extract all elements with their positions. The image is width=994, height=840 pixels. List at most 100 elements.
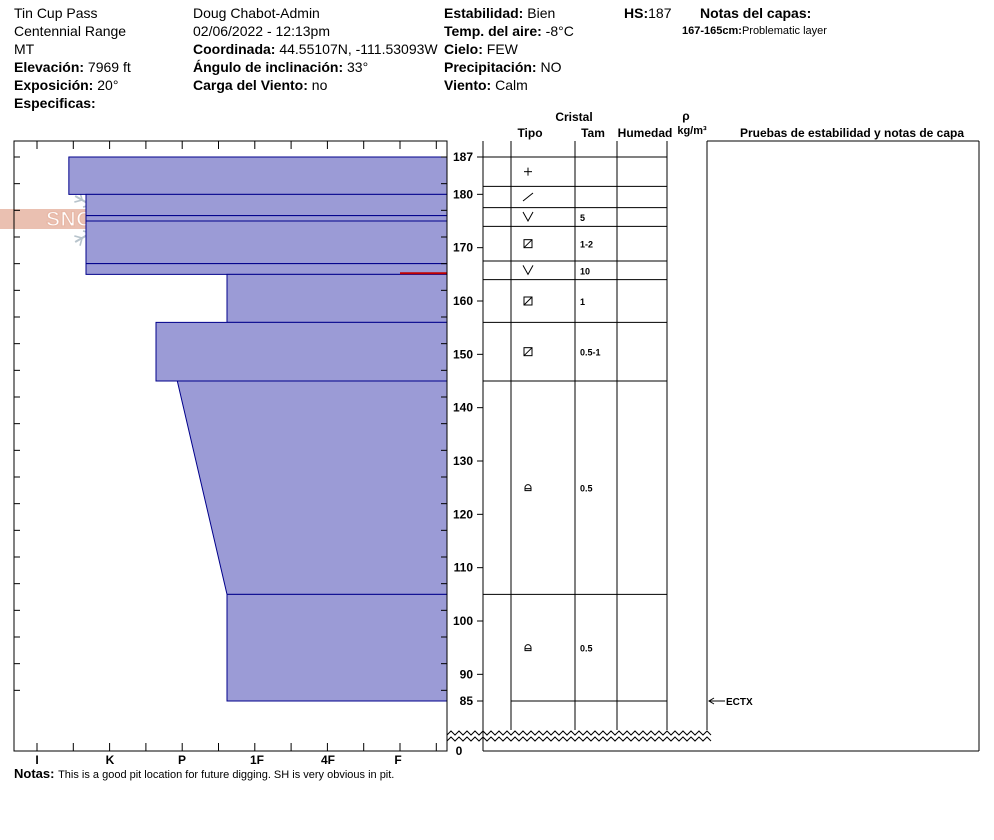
axis-break [446,730,712,736]
depth-tick-label: 180 [453,187,473,201]
depth-zero-label: 0 [456,744,463,758]
grain-size-label: 1 [580,297,585,307]
observer-name: Doug Chabot-Admin [193,5,320,21]
air-temp-value: -8°C [545,23,574,39]
header-col1: Tin Cup Pass Centennial Range MT Elevaci… [14,4,131,112]
sky-label: Cielo: [444,41,483,57]
flake-branch [74,199,83,203]
profile-segment [85,220,448,265]
layer-note-text: Problematic layer [741,25,827,37]
tipo-header: Tipo [517,126,542,140]
profile-segment [85,263,448,275]
layer-note-range: 167-165cm: [682,25,742,37]
grain-size-label: 0.5 [580,484,593,494]
profile-segment [226,593,448,702]
layer-table: 5 1-2 10 1 0.5-1 0.5 0.5 ECTX [446,140,980,752]
grain-vee-icon [522,265,534,276]
grain-slash-icon [522,192,534,202]
grain-size-label: 10 [580,266,590,276]
layer-note-row: 167-165cm:Problematic layer [682,22,827,40]
grain-vee-icon [522,211,534,223]
specifics-label: Especificas: [14,95,96,111]
coord-row: Coordinada: 44.55107N, -111.53093W [193,40,438,58]
grain-boxslash-icon [523,296,533,306]
wind-label: Viento: [444,77,492,93]
grain-cap-icon [524,644,532,652]
coord-value: 44.55107N, -111.53093W [279,41,438,57]
observation-datetime: 02/06/2022 - 12:13pm [193,23,330,39]
depth-tick-label: 140 [453,401,473,415]
wind-load-row: Carga del Viento: no [193,76,438,94]
profile-segment [176,380,448,595]
specifics-row: Especificas: [14,94,131,112]
depth-tick-label: 160 [453,294,473,308]
elevation-label: Elevación: [14,59,85,75]
aspect-row: Exposición: 20° [14,76,131,94]
precip-row: Precipitación: NO [444,58,574,76]
depth-tick-label: 90 [460,667,474,681]
location-name: Tin Cup Pass [14,5,98,21]
depth-tick-label: 130 [453,454,473,468]
elevation-value: 7969 ft [87,59,131,75]
grain-stroke [523,296,533,306]
aspect-label: Exposición: [14,77,94,93]
density-unit-header: kg/m³ [677,125,707,137]
rho-header: ρ [682,109,689,123]
grain-stroke [524,484,532,492]
depth-tick-label: 110 [454,561,474,575]
wind-load-value: no [311,77,328,93]
precip-value: NO [540,59,562,75]
stability-label: Estabilidad: [444,5,524,21]
aspect-value: 20° [97,77,119,93]
slope-value: 33° [347,59,369,75]
profile-segment [155,321,448,382]
hardness-tick-label: 4F [321,753,335,767]
wind-load-label: Carga del Viento: [193,77,308,93]
profile-segment [226,273,448,323]
slope-row: Ángulo de inclinación: 33° [193,58,438,76]
sky-row: Cielo: FEW [444,40,574,58]
flake-branch [79,237,83,246]
hs-row: HS:187 [624,4,671,22]
hardness-profile [68,156,448,702]
wind-row: Viento: Calm [444,76,574,94]
grain-stroke [523,296,533,306]
notes-text: This is a good pit location for future d… [58,769,395,781]
grain-stroke [523,347,533,357]
hardness-tick-label: K [106,753,115,767]
flake-branch [74,235,83,239]
slope-label: Ángulo de inclinación: [193,59,344,75]
hardness-tick-label: F [394,753,401,767]
grain-plus-icon [524,167,532,176]
grain-stroke [524,644,532,652]
depth-tick-label: 100 [453,614,473,628]
hardness-tick-label: P [178,753,186,767]
grain-size-label: 1-2 [580,240,593,250]
humedad-header: Humedad [618,126,673,140]
test-label: ECTX [726,697,753,708]
chart-axes: I K P 1F 4F F 187 180 170 160 150 140 130 120 110 100 90… [13,140,484,767]
stability-value: Bien [527,5,556,21]
layer-notes-label: Notas del capas: [700,5,812,21]
stability-row: Estabilidad: Bien [444,4,574,22]
grain-stroke [522,265,534,276]
precip-label: Precipitación: [444,59,537,75]
cristal-header: Cristal [555,110,592,124]
state-name: MT [14,41,35,57]
grain-stroke [522,211,534,223]
axis-break [446,736,712,742]
profile-segment [85,215,448,222]
elevation-row: Elevación: 7969 ft [14,58,131,76]
notes-label: Notas: [14,766,55,781]
hs-label: HS: [624,5,649,21]
grain-stroke [522,192,534,202]
profile-segment [85,193,448,217]
tam-header: Tam [581,126,605,140]
depth-tick-label: 187 [453,150,473,164]
grain-stroke [523,239,533,249]
header-col3: Estabilidad: Bien Temp. del aire: -8°C C… [444,4,574,94]
depth-tick-label: 120 [453,507,473,521]
profile-frame [13,140,448,752]
notes-row: Notas: This is a good pit location for f… [14,766,394,781]
